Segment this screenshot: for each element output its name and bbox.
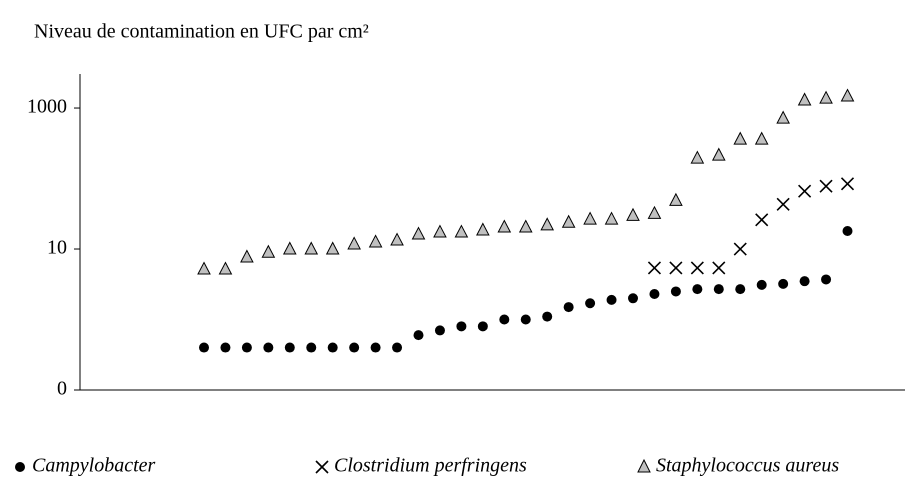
point (542, 311, 553, 322)
legend-label: Clostridium perfringens (334, 455, 527, 477)
point (626, 207, 640, 221)
point (712, 261, 726, 275)
point (218, 261, 233, 275)
point (669, 261, 683, 275)
point (456, 321, 467, 332)
y-tick-label: 10 (47, 237, 67, 259)
point (647, 261, 662, 275)
point (497, 219, 512, 233)
point (840, 177, 855, 191)
point (520, 314, 531, 325)
point (735, 284, 746, 295)
point (327, 342, 338, 353)
point (692, 284, 703, 295)
point (477, 321, 488, 332)
legend-marker (637, 458, 651, 473)
point (454, 224, 469, 238)
point (733, 242, 747, 256)
point (392, 342, 403, 353)
point (413, 330, 424, 341)
point (776, 110, 790, 124)
point (711, 147, 726, 161)
point (797, 92, 812, 106)
point (755, 213, 769, 227)
point (561, 214, 576, 228)
point (778, 278, 789, 289)
point (540, 217, 555, 231)
point (197, 261, 211, 275)
point (669, 192, 683, 206)
point (842, 226, 853, 237)
point (649, 289, 660, 300)
point (476, 222, 490, 236)
point (776, 197, 790, 211)
point (284, 342, 295, 353)
point (585, 298, 596, 309)
point (370, 342, 381, 353)
point (799, 276, 810, 287)
point (628, 293, 638, 304)
point (604, 211, 619, 225)
point (306, 342, 317, 353)
point (263, 342, 274, 353)
y-tick-label: 1000 (27, 96, 67, 118)
point (199, 342, 209, 353)
point (733, 131, 748, 145)
point (583, 211, 597, 225)
point (754, 131, 769, 145)
y-tick-label: 0 (57, 378, 67, 400)
point (819, 90, 833, 104)
point (349, 342, 360, 353)
point (606, 294, 617, 305)
point (821, 274, 832, 285)
point (411, 226, 426, 240)
point (518, 219, 533, 233)
point (690, 150, 705, 164)
point (434, 325, 445, 336)
point (433, 224, 447, 238)
point (368, 234, 383, 248)
point (304, 241, 319, 255)
legend-item: Staphylococcus aureus (637, 455, 839, 477)
point (563, 302, 574, 313)
point (713, 284, 724, 295)
chart-title: Niveau de contamination en UFC par cm² (34, 21, 369, 43)
point (282, 241, 297, 255)
point (756, 279, 767, 290)
legend-item: Clostridium perfringens (315, 455, 527, 477)
point (261, 244, 276, 258)
point (240, 249, 254, 263)
legend-marker (315, 460, 329, 474)
point (840, 88, 855, 102)
point (347, 236, 361, 250)
legend-label: Campylobacter (32, 455, 156, 477)
point (499, 314, 510, 325)
point (220, 342, 231, 353)
point (670, 286, 681, 297)
point (690, 261, 704, 275)
legend-item: Campylobacter (15, 455, 156, 477)
point (390, 232, 404, 246)
point (241, 342, 252, 353)
point (798, 184, 812, 198)
point (325, 241, 340, 255)
legend-label: Staphylococcus aureus (656, 455, 839, 477)
point (819, 179, 833, 193)
point (647, 205, 662, 219)
legend-marker (15, 462, 25, 472)
